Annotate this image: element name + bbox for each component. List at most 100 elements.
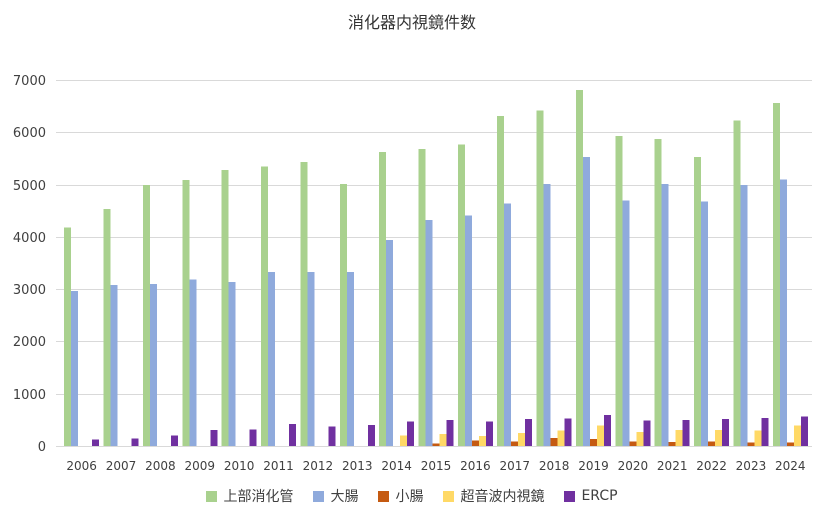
legend-item-1: 大腸 <box>313 486 358 506</box>
bar-series-4-2019 <box>603 415 611 446</box>
y-tick-label-7000: 7000 <box>13 74 46 89</box>
bar-series-0-2015 <box>418 149 426 446</box>
bar-series-4-2021 <box>682 419 690 446</box>
bar-series-1-2021 <box>661 184 669 447</box>
bar-series-3-2014 <box>400 435 408 446</box>
x-tick-label-2007: 2007 <box>106 459 137 473</box>
bar-series-0-2014 <box>379 152 387 446</box>
bar-series-2-2018 <box>550 438 558 446</box>
bar-series-1-2009 <box>189 279 197 446</box>
bar-series-3-2021 <box>675 429 683 446</box>
bar-series-0-2009 <box>182 179 190 446</box>
legend-swatch-4 <box>564 490 576 502</box>
bars <box>64 89 808 447</box>
legend-item-0: 上部消化管 <box>206 486 293 506</box>
bar-series-4-2007 <box>131 438 139 446</box>
bar-series-0-2013 <box>339 184 347 447</box>
x-tick-label-2006: 2006 <box>66 459 97 473</box>
bar-series-1-2015 <box>425 220 433 446</box>
bar-series-4-2013 <box>367 425 375 446</box>
bar-series-1-2012 <box>307 271 315 446</box>
bar-series-0-2012 <box>300 162 308 446</box>
y-axis-tick-labels: 0 1000 2000 3000 4000 5000 6000 7000 <box>13 74 46 455</box>
bar-series-3-2024 <box>793 425 801 446</box>
bar-series-3-2022 <box>715 429 723 446</box>
x-tick-label-2017: 2017 <box>499 459 530 473</box>
bar-series-0-2010 <box>221 169 229 446</box>
x-tick-label-2021: 2021 <box>657 459 688 473</box>
x-tick-label-2020: 2020 <box>618 459 649 473</box>
bar-series-4-2006 <box>92 439 100 446</box>
bar-series-1-2014 <box>386 239 394 446</box>
legend-swatch-1 <box>313 490 325 502</box>
bar-series-1-2006 <box>71 291 79 446</box>
bar-series-4-2014 <box>407 421 415 446</box>
x-tick-label-2009: 2009 <box>185 459 216 473</box>
bar-series-0-2007 <box>103 209 111 446</box>
bar-series-0-2021 <box>654 139 662 446</box>
legend-label-3: 超音波内視鏡 <box>460 489 545 505</box>
x-tick-label-2024: 2024 <box>775 459 806 473</box>
y-tick-label-3000: 3000 <box>13 283 46 298</box>
bar-series-1-2019 <box>582 156 590 447</box>
bar-series-1-2020 <box>622 200 630 446</box>
bar-series-0-2023 <box>733 120 741 446</box>
bar-series-0-2019 <box>575 89 583 447</box>
bar-series-0-2011 <box>261 166 269 446</box>
x-tick-label-2016: 2016 <box>460 459 491 473</box>
x-tick-label-2015: 2015 <box>421 459 452 473</box>
bar-series-1-2008 <box>149 283 157 446</box>
bar-series-2-2020 <box>629 441 637 446</box>
legend-swatch-3 <box>443 490 455 502</box>
bar-series-4-2024 <box>800 416 808 446</box>
x-tick-label-2019: 2019 <box>578 459 609 473</box>
x-tick-label-2013: 2013 <box>342 459 373 473</box>
bar-series-0-2008 <box>142 185 150 446</box>
bar-series-0-2024 <box>772 103 780 446</box>
bar-series-4-2017 <box>525 418 533 446</box>
legend: 上部消化管 大腸 小腸 超音波内視鏡 ERCP <box>0 486 824 506</box>
bar-series-3-2020 <box>636 431 644 446</box>
bar-series-4-2016 <box>485 421 493 446</box>
bar-series-3-2015 <box>439 433 447 446</box>
legend-item-3: 超音波内視鏡 <box>443 486 544 506</box>
legend-label-1: 大腸 <box>330 489 359 505</box>
bar-series-4-2011 <box>289 424 297 446</box>
bar-series-4-2015 <box>446 419 454 446</box>
bar-series-3-2016 <box>478 436 486 446</box>
bar-series-2-2023 <box>747 442 755 446</box>
bar-series-0-2017 <box>497 116 505 446</box>
bar-series-1-2023 <box>740 185 748 446</box>
legend-label-4: ERCP <box>581 488 618 504</box>
legend-swatch-0 <box>206 490 218 502</box>
bar-series-0-2020 <box>615 135 623 446</box>
bar-series-1-2007 <box>110 284 118 446</box>
legend-item-4: ERCP <box>564 488 618 504</box>
y-tick-label-2000: 2000 <box>13 335 46 350</box>
bar-series-2-2015 <box>432 443 440 446</box>
bar-series-1-2022 <box>701 201 709 446</box>
x-tick-label-2011: 2011 <box>263 459 294 473</box>
bar-series-3-2018 <box>557 430 565 446</box>
bar-series-2-2017 <box>511 441 519 446</box>
x-tick-label-2008: 2008 <box>145 459 176 473</box>
y-tick-label-1000: 1000 <box>13 388 46 403</box>
chart-title: 消化器内視鏡件数 <box>348 13 476 32</box>
x-tick-label-2014: 2014 <box>381 459 412 473</box>
legend-swatch-2 <box>378 490 390 502</box>
bar-series-1-2018 <box>543 184 551 447</box>
bar-series-2-2021 <box>668 441 676 446</box>
x-tick-label-2012: 2012 <box>303 459 334 473</box>
bar-series-1-2010 <box>228 281 236 446</box>
y-tick-label-5000: 5000 <box>13 179 46 194</box>
bar-series-0-2006 <box>64 227 72 446</box>
x-axis-tick-labels: 2006 2007 2008 2009 2010 2011 2012 2013 2014 2015… <box>66 459 805 473</box>
bar-series-1-2024 <box>779 179 787 446</box>
bar-series-4-2008 <box>170 435 178 446</box>
bar-series-4-2020 <box>643 420 651 446</box>
gridlines <box>56 80 812 447</box>
bar-series-3-2023 <box>754 430 762 446</box>
bar-series-1-2013 <box>346 271 354 446</box>
x-tick-label-2022: 2022 <box>696 459 727 473</box>
bar-series-4-2009 <box>210 429 218 446</box>
